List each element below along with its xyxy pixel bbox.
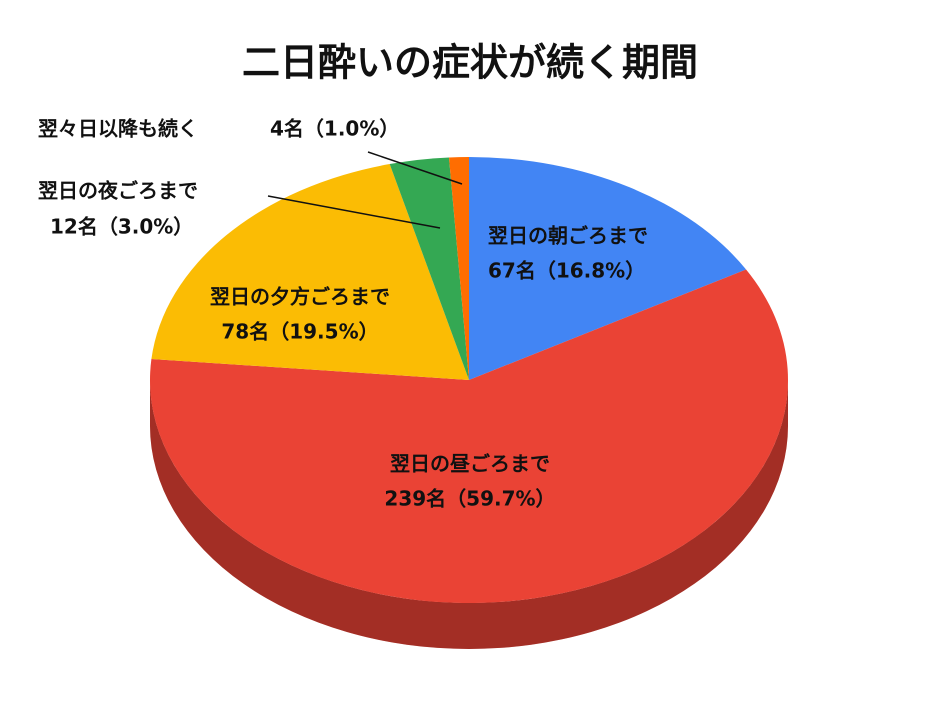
labels: 翌日の朝ごろまで 67名（16.8%） 翌日の昼ごろまで 239名（59.7%） 翌日の… (38, 117, 648, 511)
slice-side (150, 380, 788, 649)
slice-label: 翌日の昼ごろまで (390, 452, 550, 476)
value-label: 67名（16.8%） (488, 259, 645, 283)
chart-title: 二日酔いの症状が続く期間 (242, 41, 698, 85)
slice (469, 157, 747, 380)
value-label: 239名（59.7%） (384, 487, 555, 511)
slice-label: 翌日の夜ごろまで (38, 179, 198, 203)
slice-label: 翌日の夕方ごろまで (210, 285, 390, 309)
value-label: 12名（3.0%） (50, 215, 193, 239)
slice-side-shade (150, 380, 788, 649)
slice-label: 翌々日以降も続く (38, 117, 198, 141)
slice (389, 157, 469, 380)
slice (150, 269, 789, 603)
slice (448, 157, 469, 380)
pie-tops (150, 157, 789, 603)
pie-sides (150, 380, 788, 649)
value-label: 78名（19.5%） (221, 320, 378, 344)
slice-label: 翌日の朝ごろまで (488, 224, 648, 248)
value-label: 4名（1.0%） (270, 117, 399, 141)
leader-line (267, 195, 441, 229)
leader-line (367, 151, 463, 185)
